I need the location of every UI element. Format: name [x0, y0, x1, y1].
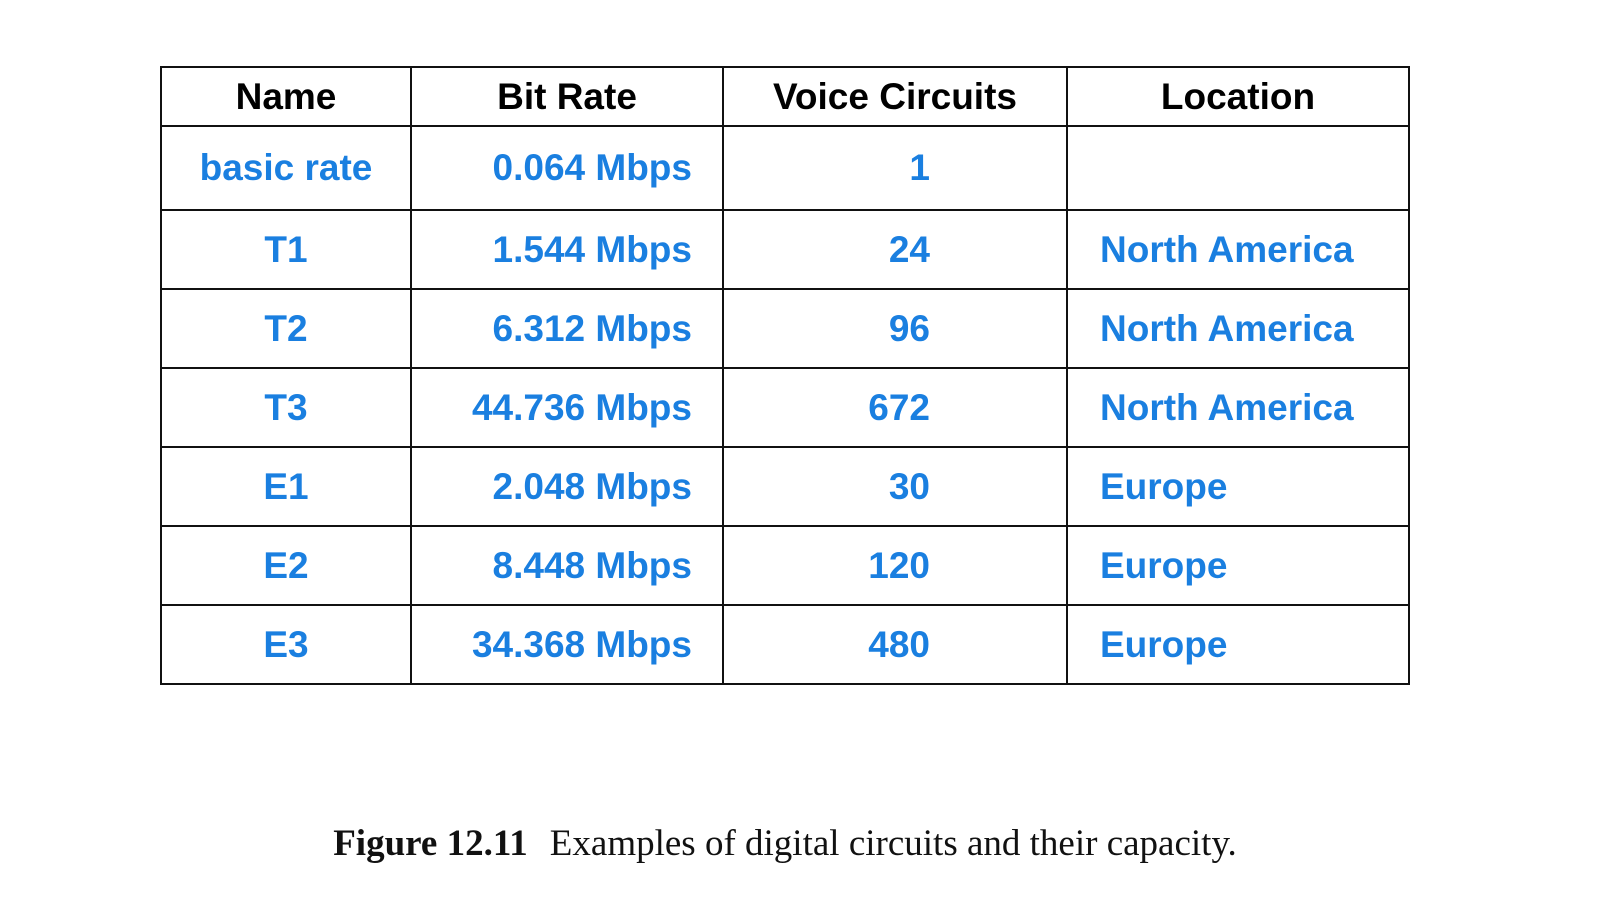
table-row: E2 8.448 Mbps 120 Europe: [160, 525, 1410, 606]
table-cell: T2: [160, 288, 412, 369]
table-cell: North America: [1066, 367, 1410, 448]
table-cell: E2: [160, 525, 412, 606]
table-cell: 8.448 Mbps: [410, 525, 724, 606]
table-cell: [1066, 125, 1410, 211]
table-cell: 1.544 Mbps: [410, 209, 724, 290]
caption: Figure 12.11 Examples of digital circuits…: [0, 822, 1570, 865]
table-cell: 2.048 Mbps: [410, 446, 724, 527]
table-cell: North America: [1066, 209, 1410, 290]
table-row: T1 1.544 Mbps 24 North America: [160, 209, 1410, 290]
table-cell: E3: [160, 604, 412, 685]
table-row: E3 34.368 Mbps 480 Europe: [160, 604, 1410, 685]
table-cell: 44.736 Mbps: [410, 367, 724, 448]
table-cell: North America: [1066, 288, 1410, 369]
table-cell: 34.368 Mbps: [410, 604, 724, 685]
table-row: T3 44.736 Mbps 672 North America: [160, 367, 1410, 448]
header-cell: Bit Rate: [410, 66, 724, 127]
table-row: T2 6.312 Mbps 96 North America: [160, 288, 1410, 369]
table-cell: basic rate: [160, 125, 412, 211]
table-row: E1 2.048 Mbps 30 Europe: [160, 446, 1410, 527]
table-cell: 24: [722, 209, 1068, 290]
table-cell: T3: [160, 367, 412, 448]
table-cell: 0.064 Mbps: [410, 125, 724, 211]
header-row: Name Bit Rate Voice Circuits Location: [160, 66, 1410, 127]
table-cell: 1: [722, 125, 1068, 211]
table-cell: 30: [722, 446, 1068, 527]
header-cell: Name: [160, 66, 412, 127]
table-cell: E1: [160, 446, 412, 527]
table-cell: T1: [160, 209, 412, 290]
table-cell: 120: [722, 525, 1068, 606]
header-cell: Voice Circuits: [722, 66, 1068, 127]
table-cell: 672: [722, 367, 1068, 448]
table-cell: Europe: [1066, 604, 1410, 685]
circuits-table: Name Bit Rate Voice Circuits Location basic…: [160, 66, 1410, 685]
table-cell: 6.312 Mbps: [410, 288, 724, 369]
table-cell: Europe: [1066, 446, 1410, 527]
header-cell: Location: [1066, 66, 1410, 127]
caption-label: Figure 12.11: [333, 823, 528, 864]
table-cell: 480: [722, 604, 1068, 685]
table-cell: 96: [722, 288, 1068, 369]
table-row: basic rate 0.064 Mbps 1: [160, 125, 1410, 211]
table-cell: Europe: [1066, 525, 1410, 606]
caption-text: Examples of digital circuits and their c…: [549, 823, 1237, 864]
